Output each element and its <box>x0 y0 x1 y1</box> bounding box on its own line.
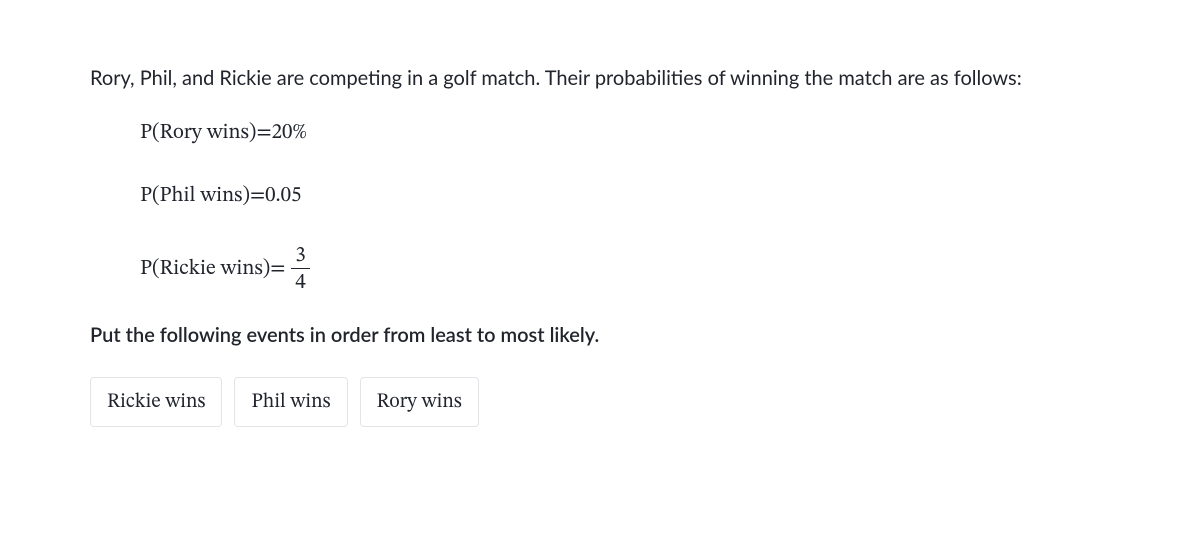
fraction-numerator: 3 <box>291 245 309 268</box>
draggable-cards-row: Rickie wins Phil wins Rory wins <box>90 377 1110 427</box>
equation-rickie: P(Rickie wins) = 3 4 <box>140 245 1110 293</box>
equations-block: P(Rory wins) = 20% P(Phil wins) = 0.05 P… <box>90 118 1110 293</box>
question-container: Rory, Phil, and Rickie are competing in … <box>0 0 1200 536</box>
fraction-denominator: 4 <box>291 268 309 293</box>
card-phil-wins[interactable]: Phil wins <box>234 377 347 427</box>
equals-sign: = <box>250 181 265 210</box>
equation-rory: P(Rory wins) = 20% <box>140 118 1110 147</box>
equals-sign: = <box>256 118 271 147</box>
equation-rickie-lhs: P(Rickie wins) <box>140 254 270 283</box>
equation-phil-lhs: P(Phil wins) <box>140 181 250 210</box>
card-rory-wins[interactable]: Rory wins <box>360 377 479 427</box>
question-intro: Rory, Phil, and Rickie are competing in … <box>90 64 1110 92</box>
equals-sign: = <box>270 254 285 283</box>
instruction-text: Put the following events in order from l… <box>90 321 1110 349</box>
card-rickie-wins[interactable]: Rickie wins <box>90 377 222 427</box>
equation-phil: P(Phil wins) = 0.05 <box>140 181 1110 210</box>
equation-rory-rhs: 20% <box>272 118 307 147</box>
equation-rickie-fraction: 3 4 <box>291 245 309 293</box>
equation-rory-lhs: P(Rory wins) <box>140 118 256 147</box>
equation-phil-rhs: 0.05 <box>265 181 301 210</box>
